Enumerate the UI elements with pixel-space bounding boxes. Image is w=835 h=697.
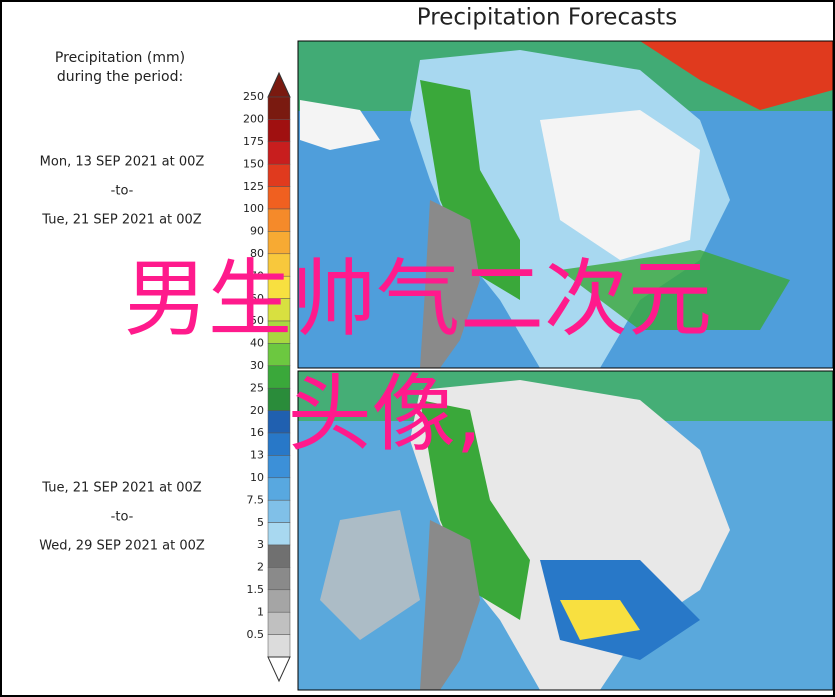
colorbar-label: 16 (250, 426, 264, 439)
period-to: Wed, 29 SEP 2021 at 00Z (39, 539, 205, 554)
colorbar-label: 13 (250, 449, 264, 462)
colorbar-label: 2 (257, 561, 264, 574)
colorbar-label: 125 (243, 180, 264, 193)
colorbar: 2502001751501251009080706050403025201613… (243, 71, 291, 683)
legend-title: Precipitation (mm) (55, 50, 185, 66)
colorbar-arrow (267, 71, 291, 98)
colorbar-swatch (267, 141, 291, 165)
period-sep: -to- (111, 510, 134, 525)
colorbar-swatch (267, 119, 291, 143)
colorbar-label: 70 (250, 269, 264, 282)
legend-title: during the period: (57, 69, 183, 85)
colorbar-swatch (267, 208, 291, 232)
colorbar-label: 50 (250, 314, 264, 327)
colorbar-swatch (267, 96, 291, 120)
colorbar-swatch (267, 544, 291, 568)
colorbar-arrow (267, 656, 291, 683)
colorbar-label: 7.5 (247, 493, 265, 506)
period-from: Mon, 13 SEP 2021 at 00Z (40, 155, 205, 170)
colorbar-swatch (267, 522, 291, 546)
colorbar-swatch (267, 567, 291, 591)
colorbar-label: 90 (250, 225, 264, 238)
colorbar-label: 1 (257, 605, 264, 618)
colorbar-label: 10 (250, 471, 264, 484)
map-border (297, 370, 834, 691)
overlay-text: 男生帅气二次元 (124, 250, 712, 348)
colorbar-label: 25 (250, 381, 264, 394)
colorbar-label: 200 (243, 113, 264, 126)
colorbar-label: 150 (243, 157, 264, 170)
colorbar-swatch (267, 589, 291, 613)
colorbar-swatch (267, 477, 291, 501)
colorbar-label: 40 (250, 337, 264, 350)
colorbar-swatch (267, 186, 291, 210)
colorbar-label: 5 (257, 516, 264, 529)
map-border (297, 40, 834, 369)
colorbar-label: 175 (243, 135, 264, 148)
colorbar-label: 30 (250, 359, 264, 372)
map-top (298, 41, 833, 368)
period-sep: -to- (111, 184, 134, 199)
period-from: Tue, 21 SEP 2021 at 00Z (41, 481, 202, 496)
colorbar-label: 20 (250, 404, 264, 417)
colorbar-label: 100 (243, 202, 264, 215)
colorbar-label: 250 (243, 90, 264, 103)
colorbar-swatch (267, 634, 291, 658)
colorbar-label: 3 (257, 538, 264, 551)
colorbar-label: 80 (250, 247, 264, 260)
map-bottom (298, 371, 833, 690)
colorbar-label: 1.5 (247, 583, 265, 596)
overlay-text: 头像, (288, 365, 483, 463)
colorbar-swatch (267, 611, 291, 635)
colorbar-label: 60 (250, 292, 264, 305)
period-to: Tue, 21 SEP 2021 at 00Z (41, 213, 202, 228)
title: Precipitation Forecasts (417, 5, 677, 31)
colorbar-swatch (267, 163, 291, 187)
colorbar-label: 0.5 (247, 628, 265, 641)
colorbar-swatch (267, 499, 291, 523)
